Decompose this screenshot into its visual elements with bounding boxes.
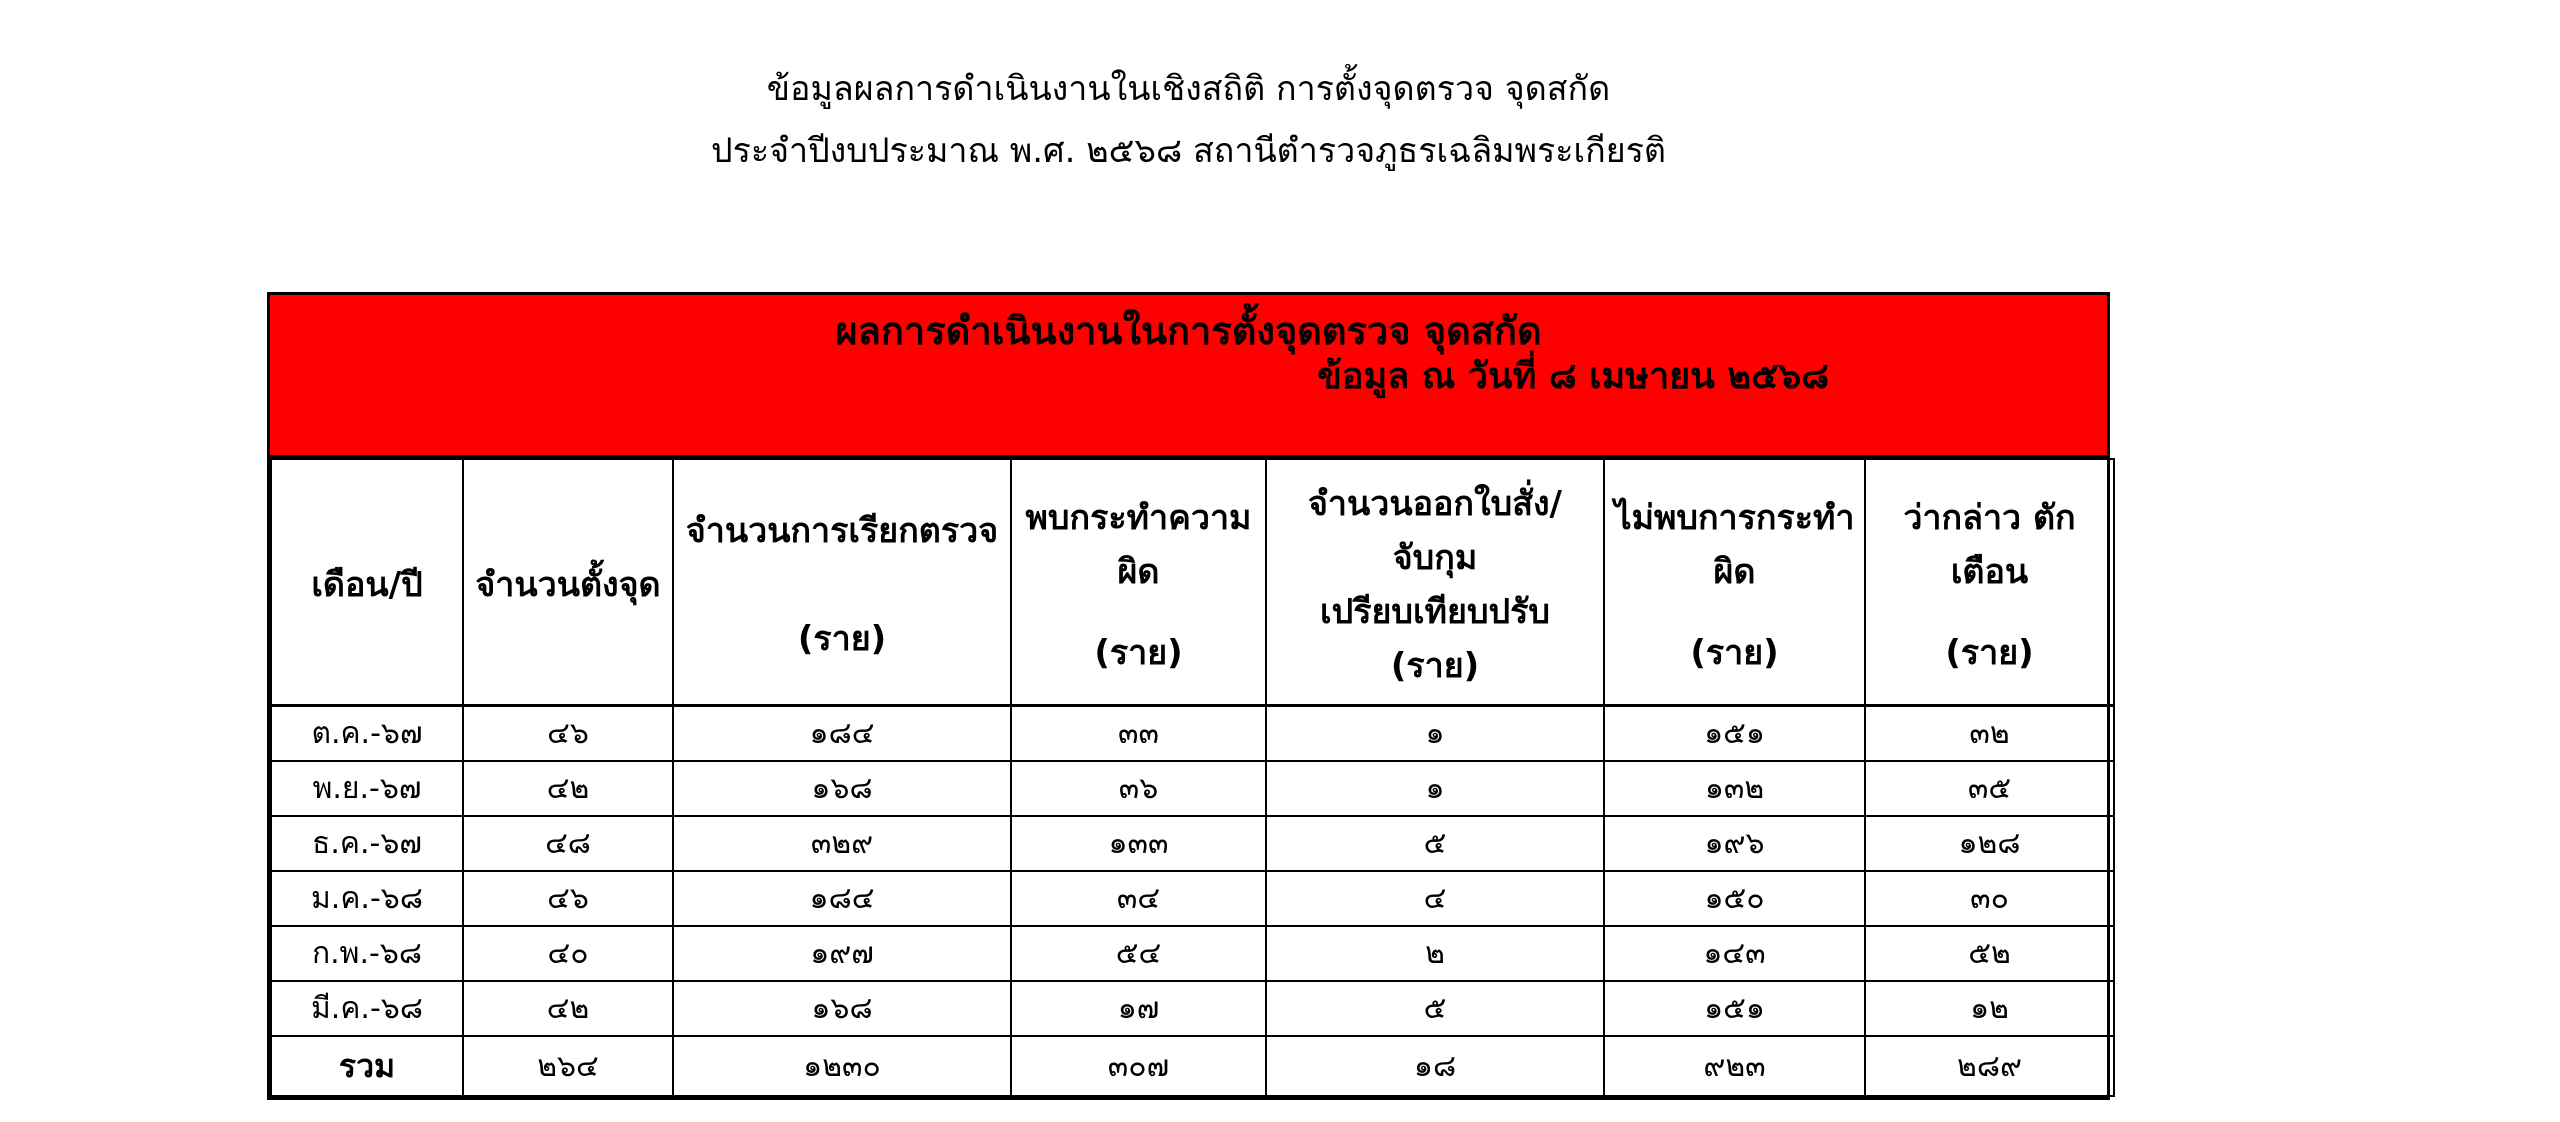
column-header-unit: (ราย) (1094, 632, 1183, 673)
table-cell: ๑๖๘ (672, 760, 1012, 817)
total-cell: ๒๘๙ (1864, 1035, 2115, 1097)
table-cell: ๓๒๙ (672, 815, 1012, 872)
table-cell: ๕ (1265, 980, 1605, 1037)
table-cell: ๑๘๔ (672, 870, 1012, 927)
table-cell: ๑๔๓ (1603, 925, 1866, 982)
column-header-unit: (ราย) (1690, 632, 1779, 673)
table-cell: ๔๒ (462, 980, 674, 1037)
table-cell: ๑ (1265, 760, 1605, 817)
table-cell: ๔๖ (462, 704, 674, 762)
stats-table-area: ผลการดำเนินงานในการตั้งจุดตรวจ จุดสกัด ข… (267, 292, 2115, 1100)
table-cell: ๕๔ (1010, 925, 1267, 982)
document-title: ข้อมูลผลการดำเนินงานในเชิงสถิติ การตั้งจ… (267, 58, 2110, 182)
column-header-label: ไม่พบการกระทำผิด (1614, 497, 1855, 592)
table-header-row-group: เดือน/ปี จำนวนตั้งจุด จำนวนการเรียกตรวจ (… (270, 458, 2115, 707)
table-cell: ๑ (1265, 704, 1605, 762)
table-cell: ๑๗ (1010, 980, 1267, 1037)
table-cell: ๑๓๒ (1603, 760, 1866, 817)
column-header-offenses-found: พบกระทำความผิด (ราย) (1010, 458, 1267, 707)
column-header-label: ว่ากล่าว ตักเตือน (1903, 497, 2076, 592)
column-header-inspections: จำนวนการเรียกตรวจ (ราย) (672, 458, 1012, 707)
column-header-tickets-arrests: จำนวนออกใบสั่ง/จับกุมเปรียบเทียบปรับ (รา… (1265, 458, 1605, 707)
checkpoint-stats-table: เดือน/ปี จำนวนตั้งจุด จำนวนการเรียกตรวจ (… (270, 458, 2115, 1097)
total-cell: ๒๖๔ (462, 1035, 674, 1097)
table-cell: ๓๖ (1010, 760, 1267, 817)
column-header-label: จำนวนการเรียกตรวจ (685, 511, 999, 551)
table-cell: ๕๒ (1864, 925, 2115, 982)
month-cell: ธ.ค.-๖๗ (270, 815, 464, 872)
table-row: ต.ค.-๖๗ ๔๖ ๑๘๔ ๓๓ ๑ ๑๕๑ ๓๒ (270, 704, 2115, 762)
table-cell: ๓๕ (1864, 760, 2115, 817)
total-cell: ๙๒๓ (1603, 1035, 1866, 1097)
column-header-warnings: ว่ากล่าว ตักเตือน (ราย) (1864, 458, 2115, 707)
table-body: ต.ค.-๖๗ ๔๖ ๑๘๔ ๓๓ ๑ ๑๕๑ ๓๒ พ.ย.-๖๗ ๔๒ ๑๖… (270, 704, 2115, 1097)
total-label-cell: รวม (270, 1035, 464, 1097)
table-cell: ๓๐ (1864, 870, 2115, 927)
table-cell: ๑๒๘ (1864, 815, 2115, 872)
column-header-unit: เปรียบเทียบปรับ (ราย) (1320, 592, 1550, 686)
table-cell: ๓๔ (1010, 870, 1267, 927)
table-cell: ๑๓๓ (1010, 815, 1267, 872)
table-row: พ.ย.-๖๗ ๔๒ ๑๖๘ ๓๖ ๑ ๑๓๒ ๓๕ (270, 760, 2115, 817)
table-banner: ผลการดำเนินงานในการตั้งจุดตรวจ จุดสกัด ข… (270, 295, 2107, 458)
table-cell: ๔๒ (462, 760, 674, 817)
total-cell: ๑๘ (1265, 1035, 1605, 1097)
table-cell: ๑๙๖ (1603, 815, 1866, 872)
month-cell: พ.ย.-๖๗ (270, 760, 464, 817)
column-header-checkpoints: จำนวนตั้งจุด (462, 458, 674, 707)
document-title-line1: ข้อมูลผลการดำเนินงานในเชิงสถิติ การตั้งจ… (766, 69, 1611, 109)
table-cell: ๕ (1265, 815, 1605, 872)
column-header-month: เดือน/ปี (270, 458, 464, 707)
column-header-unit: (ราย) (797, 619, 887, 659)
table-cell: ๑๕๐ (1603, 870, 1866, 927)
table-cell: ๔๖ (462, 870, 674, 927)
month-cell: ก.พ.-๖๘ (270, 925, 464, 982)
month-cell: มี.ค.-๖๘ (270, 980, 464, 1037)
column-header-no-offense: ไม่พบการกระทำผิด (ราย) (1603, 458, 1866, 707)
table-cell: ๓๒ (1864, 704, 2115, 762)
month-cell: ม.ค.-๖๘ (270, 870, 464, 927)
table-cell: ๑๙๗ (672, 925, 1012, 982)
table-cell: ๒ (1265, 925, 1605, 982)
table-header-row: เดือน/ปี จำนวนตั้งจุด จำนวนการเรียกตรวจ (… (270, 458, 2115, 707)
total-cell: ๓๐๗ (1010, 1035, 1267, 1097)
table-cell: ๔๘ (462, 815, 674, 872)
table-cell: ๑๖๘ (672, 980, 1012, 1037)
table-cell: ๑๕๑ (1603, 704, 1866, 762)
table-total-row: รวม ๒๖๔ ๑๒๓๐ ๓๐๗ ๑๘ ๙๒๓ ๒๘๙ (270, 1035, 2115, 1097)
table-row: ก.พ.-๖๘ ๔๐ ๑๙๗ ๕๔ ๒ ๑๔๓ ๕๒ (270, 925, 2115, 982)
column-header-label: พบกระทำความผิด (1025, 497, 1252, 592)
table-cell: ๑๘๔ (672, 704, 1012, 762)
column-header-unit: (ราย) (1945, 632, 2034, 673)
column-header-label: จำนวนตั้งจุด (475, 565, 661, 605)
table-row: ธ.ค.-๖๗ ๔๘ ๓๒๙ ๑๓๓ ๕ ๑๙๖ ๑๒๘ (270, 815, 2115, 872)
table-row: มี.ค.-๖๘ ๔๒ ๑๖๘ ๑๗ ๕ ๑๕๑ ๑๒ (270, 980, 2115, 1037)
table-cell: ๓๓ (1010, 704, 1267, 762)
column-header-label: เดือน/ปี (311, 565, 423, 605)
banner-title: ผลการดำเนินงานในการตั้งจุดตรวจ จุดสกัด (835, 309, 1542, 353)
table-cell: ๔ (1265, 870, 1605, 927)
month-cell: ต.ค.-๖๗ (270, 704, 464, 762)
banner-as-of-date: ข้อมูล ณ วันที่ ๘ เมษายน ๒๕๖๘ (1317, 356, 1829, 397)
table-cell: ๔๐ (462, 925, 674, 982)
document-title-line2: ประจำปีงบประมาณ พ.ศ. ๒๕๖๘ สถานีตำรวจภูธร… (710, 131, 1666, 171)
total-cell: ๑๒๓๐ (672, 1035, 1012, 1097)
table-cell: ๑๒ (1864, 980, 2115, 1037)
table-row: ม.ค.-๖๘ ๔๖ ๑๘๔ ๓๔ ๔ ๑๕๐ ๓๐ (270, 870, 2115, 927)
table-cell: ๑๕๑ (1603, 980, 1866, 1037)
column-header-label: จำนวนออกใบสั่ง/จับกุม (1308, 484, 1562, 578)
